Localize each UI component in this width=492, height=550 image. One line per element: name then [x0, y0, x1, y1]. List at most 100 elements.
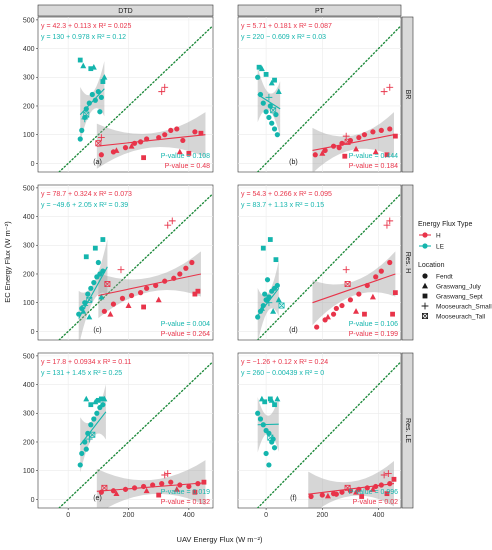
- data-point-h: [347, 297, 354, 303]
- data-point-h: [384, 152, 390, 158]
- data-point-h: [369, 486, 376, 492]
- data-point-h: [97, 134, 105, 141]
- y-tick-label: 300: [23, 75, 35, 82]
- data-point-h: [113, 490, 120, 497]
- data-point-h: [117, 266, 125, 274]
- data-point-h: [383, 221, 391, 229]
- data-point-le: [262, 399, 268, 405]
- data-point-h: [183, 265, 189, 271]
- data-point-le: [272, 402, 277, 408]
- legend-label-flux: H: [436, 232, 441, 239]
- data-point-h: [192, 489, 198, 495]
- facet-strip-row: [401, 352, 414, 509]
- fit-line-h: [96, 134, 206, 147]
- data-point-le: [92, 398, 99, 405]
- data-point-h: [173, 486, 180, 492]
- data-point-h: [164, 470, 172, 477]
- data-point-h: [104, 281, 111, 288]
- y-tick-label: 200: [23, 439, 35, 446]
- legend-key-point: [422, 243, 428, 249]
- data-point-h: [101, 308, 107, 314]
- data-point-h: [380, 471, 388, 479]
- data-point-h: [342, 153, 348, 159]
- data-point-h: [324, 492, 331, 499]
- data-point-le: [274, 132, 280, 138]
- facet-label-col: DTD: [118, 8, 132, 15]
- x-axis-title: UAV Energy Flux (W m⁻²): [177, 535, 263, 544]
- equation-le: y = 220 − 0.609 x R² = 0.03: [241, 34, 326, 41]
- data-point-le: [258, 305, 265, 311]
- data-point-le: [266, 114, 272, 121]
- legend-key-shape: [422, 313, 428, 319]
- data-point-le: [275, 296, 282, 303]
- y-tick-label: 400: [23, 214, 35, 221]
- fit-line-le: [257, 94, 281, 110]
- fit-line-le: [79, 411, 107, 446]
- data-point-le: [262, 291, 268, 297]
- data-point-le: [267, 237, 273, 242]
- fit-line-le: [78, 266, 108, 319]
- x-tick-label: 200: [123, 512, 135, 519]
- data-point-le: [88, 285, 94, 291]
- p-value-h: P-value = 0.132: [161, 499, 210, 506]
- data-point-le: [263, 450, 269, 457]
- data-point-h: [128, 142, 135, 149]
- panel: y = 5.71 + 0.181 x R² = 0.087 y = 220 − 0…: [237, 16, 402, 173]
- data-point-le: [88, 66, 94, 72]
- panel-plot-area: [255, 192, 401, 340]
- p-value-h: P-value = 0.184: [349, 163, 398, 170]
- panel-background: [37, 352, 214, 509]
- data-point-le: [270, 308, 277, 314]
- data-point-h: [192, 129, 198, 135]
- legend-label-location: Graswang_July: [436, 283, 482, 290]
- data-point-h: [155, 296, 162, 303]
- one-to-one-line: [256, 24, 401, 172]
- data-point-h: [353, 145, 360, 152]
- data-point-h: [319, 492, 325, 498]
- equation-h: y = 17.8 + 0.0934 x R² = 0.11: [41, 359, 131, 366]
- data-point-h: [137, 290, 144, 296]
- panel: y = 78.7 + 0.324 x R² = 0.073 y = −49.6 +…: [23, 184, 214, 341]
- data-point-h: [319, 150, 326, 156]
- panel: y = 42.3 + 0.113 x R² = 0.025 y = 130 + 0…: [23, 16, 214, 173]
- data-point-h: [356, 134, 362, 141]
- data-point-h: [361, 132, 368, 138]
- data-point-le: [83, 395, 90, 402]
- facet-label-row: BR: [404, 90, 411, 100]
- data-point-h: [353, 489, 360, 495]
- data-point-le: [100, 237, 106, 242]
- data-point-le: [266, 462, 272, 468]
- data-point-h: [201, 479, 207, 485]
- x-tick-label: 0: [264, 512, 268, 519]
- data-point-h: [164, 221, 172, 229]
- data-point-le: [273, 111, 279, 118]
- data-point-le: [79, 127, 85, 133]
- data-point-h: [161, 83, 169, 91]
- data-point-le: [77, 57, 83, 63]
- data-point-le: [95, 397, 101, 403]
- p-value-le: P-value = 0.444: [349, 153, 398, 160]
- y-tick-label: 300: [23, 243, 35, 250]
- data-point-le: [91, 279, 97, 286]
- p-value-h: P-value = 0.02: [353, 499, 398, 506]
- data-point-h: [362, 311, 367, 317]
- p-value-le: P-value = 0.108: [161, 153, 210, 160]
- data-point-h: [390, 311, 395, 317]
- data-point-h: [373, 274, 379, 280]
- legend-key-shape: [422, 282, 428, 289]
- p-value-le: P-value = 0.019: [161, 489, 210, 496]
- data-point-h: [369, 293, 376, 300]
- data-point-h: [110, 301, 117, 307]
- data-point-le: [258, 65, 265, 72]
- data-point-le: [257, 416, 264, 422]
- data-point-h: [333, 491, 339, 497]
- data-point-le: [100, 402, 106, 408]
- data-point-h: [356, 291, 362, 297]
- panel-tag: (a): [93, 159, 102, 166]
- data-point-h: [195, 288, 201, 294]
- data-point-h: [144, 285, 150, 291]
- equation-h: y = 5.71 + 0.181 x R² = 0.087: [241, 23, 332, 30]
- y-tick-label: 200: [23, 271, 35, 278]
- data-point-h: [330, 311, 337, 317]
